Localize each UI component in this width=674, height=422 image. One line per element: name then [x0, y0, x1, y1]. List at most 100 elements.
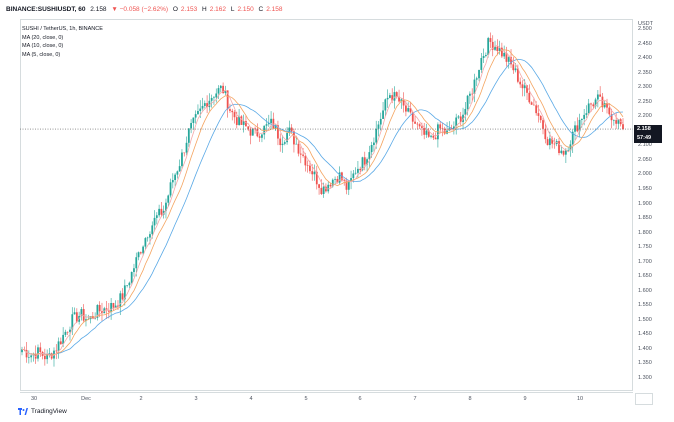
legend-title[interactable]: SUSHI / TetherUS, 1h, BINANCE	[22, 26, 103, 32]
time-axis-tick: 8	[468, 396, 472, 402]
low-value: 2.150	[237, 6, 254, 13]
candle-body	[311, 171, 314, 175]
candle-body	[59, 341, 62, 345]
candle-body	[219, 85, 222, 89]
time-axis-tick: 6	[358, 396, 362, 402]
candle-body	[121, 293, 124, 300]
symbol-header: BINANCE:SUSHIUSDT, 60 2.158 ▼ −0.058 (−2…	[6, 3, 286, 17]
legend-ma20[interactable]: MA (20, close, 0)	[22, 34, 64, 41]
candle-body	[379, 118, 382, 125]
low-label: L	[230, 6, 235, 13]
indicator-legend: SUSHI / TetherUS, 1h, BINANCE MA (20, cl…	[22, 25, 103, 59]
candle-body	[293, 131, 295, 145]
candle-body	[354, 172, 357, 174]
candle-body	[43, 355, 46, 360]
currency-label: USDT	[638, 21, 653, 27]
candle-body	[606, 103, 608, 108]
candle-body	[425, 130, 428, 135]
candle-body	[338, 172, 341, 183]
candle-body	[414, 121, 416, 124]
price-axis-tick: 2.000	[638, 171, 652, 178]
symbol-label[interactable]: BINANCE:SUSHIUSDT, 60	[6, 6, 86, 13]
candle-body	[350, 178, 352, 181]
candle-body	[295, 143, 298, 145]
candle-body	[361, 157, 364, 171]
candle-body	[599, 94, 602, 97]
candle-body	[480, 58, 483, 70]
candle-body	[130, 271, 133, 283]
time-axis[interactable]: 30 Dec 2 3 4 5 6 7 8 9 10	[20, 392, 633, 407]
candle-body	[181, 152, 183, 167]
price-axis[interactable]: 2.5002.4502.4002.3502.3002.2502.2002.150…	[634, 19, 674, 399]
candle-body	[590, 103, 592, 105]
candle-body	[439, 124, 442, 129]
candle-body	[160, 208, 163, 215]
candle-body	[446, 130, 448, 134]
candle-body	[608, 107, 611, 115]
ma5-line	[21, 45, 624, 358]
candle-body	[432, 135, 435, 138]
price-axis-tick: 2.300	[638, 84, 652, 91]
candle-body	[331, 179, 334, 187]
candle-body	[457, 116, 460, 118]
candle-body	[441, 128, 444, 129]
candle-body	[334, 178, 336, 180]
candle-body	[222, 85, 224, 94]
candle-body	[430, 135, 432, 137]
candle-body	[407, 108, 410, 112]
ma10-line	[21, 49, 624, 356]
candle-body	[473, 79, 476, 94]
candle-body	[306, 165, 309, 166]
candle-body	[615, 120, 618, 124]
candle-body	[347, 180, 350, 190]
candle-body	[210, 97, 213, 101]
price-axis-tick: 1.750	[638, 244, 652, 251]
candle-body	[96, 304, 99, 318]
price-axis-tick: 2.450	[638, 40, 652, 47]
price-axis-tick: 2.400	[638, 55, 652, 62]
candle-body	[363, 157, 366, 165]
candle-body	[603, 103, 606, 108]
candle-body	[448, 128, 451, 131]
candle-body	[155, 215, 158, 218]
candle-body	[251, 128, 254, 136]
legend-ma10[interactable]: MA (10, close, 0)	[22, 43, 64, 49]
candle-body	[409, 108, 412, 113]
price-axis-tick: 2.250	[638, 98, 652, 105]
candle-body	[416, 123, 419, 125]
candle-body	[562, 150, 565, 155]
candle-body	[158, 208, 161, 216]
candle-body	[194, 114, 197, 118]
candle-body	[190, 122, 193, 129]
close-label: C	[258, 6, 264, 13]
candle-body	[171, 180, 174, 183]
candle-body	[359, 168, 362, 171]
candle-body	[500, 47, 503, 57]
candle-body	[270, 118, 272, 124]
candle-body	[126, 285, 129, 286]
candle-body	[206, 103, 208, 108]
candle-body	[119, 293, 122, 307]
chart-pane[interactable]	[20, 19, 633, 391]
axis-settings-button[interactable]	[635, 393, 653, 405]
candle-body	[617, 119, 620, 124]
price-axis-tick: 1.500	[638, 316, 652, 323]
candle-body	[27, 357, 30, 358]
candle-body	[612, 120, 615, 121]
last-price: 2.158	[90, 6, 107, 13]
candle-body	[464, 108, 467, 115]
candle-body	[558, 141, 560, 154]
price-axis-tick: 2.200	[638, 113, 652, 120]
legend-ma5[interactable]: MA (5, close, 0)	[22, 51, 61, 58]
candle-body	[526, 85, 528, 93]
candle-body	[245, 121, 247, 127]
candle-body	[459, 116, 462, 123]
candle-body	[290, 127, 293, 132]
ma20-line	[21, 58, 624, 355]
candle-body	[484, 55, 487, 57]
candle-body	[135, 257, 138, 269]
tradingview-brand[interactable]: TradingView	[18, 408, 67, 415]
candle-body	[203, 103, 206, 106]
candle-body	[235, 117, 238, 125]
price-axis-tick: 1.650	[638, 273, 652, 280]
